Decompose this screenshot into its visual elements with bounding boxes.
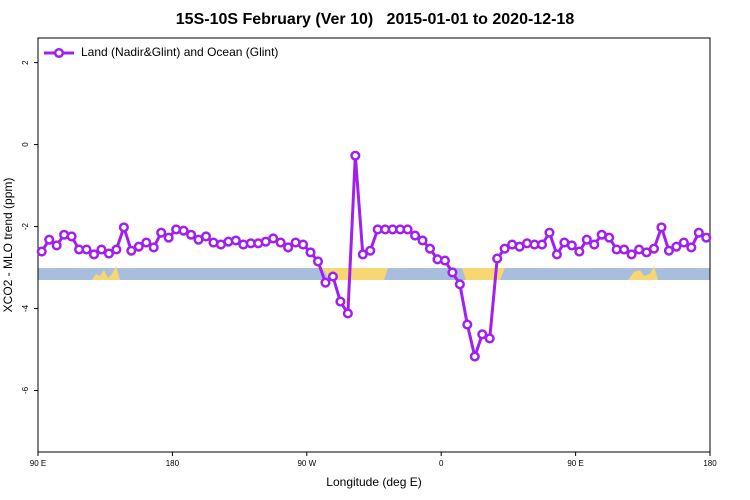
point: [551, 249, 562, 260]
series-line: [40, 155, 708, 362]
point: [118, 222, 129, 233]
point: [186, 229, 197, 240]
point: [663, 245, 674, 256]
point: [574, 246, 585, 257]
point: [66, 231, 77, 242]
y-tick-label: 0: [21, 142, 30, 147]
point: [275, 237, 286, 248]
point: [693, 227, 704, 238]
y-tick-label: -2: [21, 222, 30, 230]
point: [492, 253, 503, 264]
point: [327, 271, 338, 282]
point: [462, 319, 473, 330]
point: [81, 244, 92, 255]
point: [417, 235, 428, 246]
point: [305, 247, 316, 258]
point: [178, 225, 189, 236]
land-australia: [628, 266, 658, 280]
land-africa: [462, 268, 505, 280]
plot-layer: 90 E 180 90 W 0 90 E 180 -6 -4 -2 0 2 Land (Nadir&G…: [21, 45, 717, 468]
point: [163, 232, 174, 243]
point: [484, 333, 495, 344]
point: [200, 231, 212, 242]
point: [671, 241, 682, 252]
point: [589, 239, 600, 250]
chart-title: 15S-10S February (Ver 10) 2015-01-01 to …: [176, 11, 575, 28]
point: [298, 239, 309, 250]
y-tick-label: 2: [21, 60, 30, 65]
x-tick-label: 90 E: [30, 459, 46, 468]
point: [439, 255, 450, 266]
x-axis-label: Longitude (deg E): [326, 475, 421, 489]
point: [447, 267, 458, 278]
plot-frame: [37, 37, 711, 453]
point: [335, 296, 346, 307]
point: [342, 308, 353, 319]
point: [499, 243, 510, 254]
y-axis-label: XCO2 - MLO trend (ppm): [1, 178, 15, 313]
point: [350, 150, 361, 161]
point: [133, 241, 144, 252]
point: [357, 249, 368, 260]
point: [44, 234, 55, 245]
land-south-america: [322, 268, 388, 280]
point: [536, 239, 548, 250]
legend-marker: [53, 47, 65, 59]
point: [469, 351, 480, 362]
point: [96, 244, 107, 255]
point: [111, 244, 122, 255]
x-tick-label: 180: [166, 459, 180, 468]
point: [686, 242, 697, 253]
point: [701, 232, 712, 243]
point: [424, 243, 436, 254]
point: [103, 248, 114, 259]
y-tick-label: -4: [21, 304, 30, 312]
point: [544, 227, 555, 238]
point: [454, 279, 465, 290]
land-islands: [92, 266, 120, 280]
map-band: [38, 266, 710, 280]
point: [410, 230, 421, 241]
y-tick-label: -6: [21, 386, 30, 394]
point: [402, 224, 413, 235]
point: [88, 249, 100, 260]
point: [126, 245, 137, 256]
point: [604, 232, 615, 243]
legend-label: Land (Nadir&Glint) and Ocean (Glint): [81, 45, 278, 59]
point: [36, 246, 47, 257]
x-tick-label: 180: [703, 459, 717, 468]
point: [320, 277, 331, 288]
point: [268, 233, 279, 244]
point: [477, 329, 488, 340]
point: [648, 243, 660, 254]
x-tick-label: 0: [439, 459, 444, 468]
point: [678, 237, 689, 248]
point: [230, 235, 241, 246]
point: [566, 240, 577, 251]
point: [51, 240, 62, 251]
point: [141, 237, 152, 248]
point: [619, 244, 630, 255]
point: [312, 256, 324, 267]
x-tick-label: 90 W: [297, 459, 316, 468]
point: [641, 247, 652, 258]
point: [581, 234, 592, 245]
point: [365, 245, 376, 256]
point: [283, 242, 294, 253]
point: [156, 227, 167, 238]
x-tick-label: 90 E: [567, 459, 583, 468]
point: [626, 249, 637, 260]
point: [148, 242, 159, 253]
point: [656, 222, 667, 233]
